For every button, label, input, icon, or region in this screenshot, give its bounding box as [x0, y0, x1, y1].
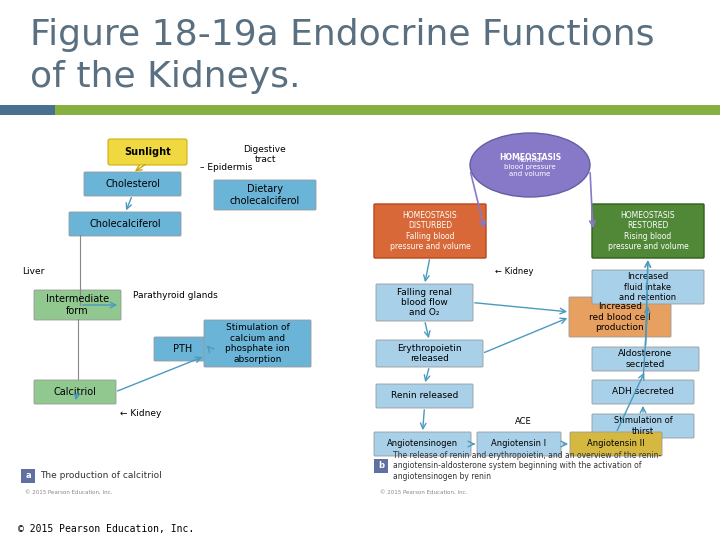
- Bar: [55, 105, 720, 115]
- Text: – Epidermis: – Epidermis: [200, 164, 253, 172]
- Text: PTH: PTH: [173, 344, 192, 354]
- Text: Aldosterone
secreted: Aldosterone secreted: [618, 349, 672, 369]
- Text: Angiotensin I: Angiotensin I: [492, 440, 546, 449]
- FancyBboxPatch shape: [154, 337, 211, 361]
- Text: ACE: ACE: [515, 416, 531, 426]
- FancyBboxPatch shape: [34, 380, 116, 404]
- Text: Angiotensinogen: Angiotensinogen: [387, 440, 458, 449]
- Bar: [0, 105, 55, 115]
- Text: Intermediate
form: Intermediate form: [46, 294, 109, 316]
- Text: © 2015 Pearson Education, Inc.: © 2015 Pearson Education, Inc.: [25, 489, 112, 495]
- FancyBboxPatch shape: [374, 204, 486, 258]
- Ellipse shape: [470, 133, 590, 197]
- Text: Normal
blood pressure
and volume: Normal blood pressure and volume: [504, 157, 556, 177]
- FancyBboxPatch shape: [592, 414, 694, 438]
- Text: HOMEOSTASIS: HOMEOSTASIS: [499, 152, 561, 161]
- Text: The production of calcitriol: The production of calcitriol: [40, 471, 162, 481]
- Text: © 2015 Pearson Education, Inc.: © 2015 Pearson Education, Inc.: [380, 489, 467, 495]
- FancyBboxPatch shape: [374, 432, 471, 456]
- Text: Stimulation of
thirst: Stimulation of thirst: [613, 416, 672, 436]
- Bar: [15, 123, 705, 510]
- FancyBboxPatch shape: [34, 290, 121, 320]
- Text: Calcitriol: Calcitriol: [53, 387, 96, 397]
- FancyBboxPatch shape: [376, 384, 473, 408]
- Text: of the Kidneys.: of the Kidneys.: [30, 60, 300, 94]
- Text: Stimulation of
calcium and
phosphate ion
absorption: Stimulation of calcium and phosphate ion…: [225, 323, 290, 363]
- FancyBboxPatch shape: [84, 172, 181, 196]
- FancyBboxPatch shape: [477, 432, 561, 456]
- Text: ← Kidney: ← Kidney: [495, 267, 534, 275]
- FancyBboxPatch shape: [592, 380, 694, 404]
- Text: Cholecalciferol: Cholecalciferol: [89, 219, 161, 229]
- Text: © 2015 Pearson Education, Inc.: © 2015 Pearson Education, Inc.: [18, 524, 194, 534]
- Text: Sunlight: Sunlight: [124, 147, 171, 157]
- FancyBboxPatch shape: [592, 347, 699, 371]
- Text: Liver: Liver: [22, 267, 45, 275]
- FancyBboxPatch shape: [204, 320, 311, 367]
- Text: Cholesterol: Cholesterol: [105, 179, 160, 189]
- Text: HOMEOSTASIS
DISTURBED
Falling blood
pressure and volume: HOMEOSTASIS DISTURBED Falling blood pres…: [390, 211, 470, 251]
- FancyBboxPatch shape: [214, 180, 316, 210]
- Text: Digestive
tract: Digestive tract: [243, 145, 287, 164]
- FancyBboxPatch shape: [376, 340, 483, 367]
- FancyBboxPatch shape: [569, 297, 671, 337]
- FancyBboxPatch shape: [21, 469, 35, 483]
- Text: ← Kidney: ← Kidney: [120, 408, 161, 417]
- FancyBboxPatch shape: [570, 432, 662, 456]
- FancyBboxPatch shape: [374, 459, 388, 473]
- FancyBboxPatch shape: [592, 270, 704, 304]
- FancyBboxPatch shape: [592, 204, 704, 258]
- Text: a: a: [25, 471, 31, 481]
- Text: ADH secreted: ADH secreted: [612, 388, 674, 396]
- Text: Figure 18-19a Endocrine Functions: Figure 18-19a Endocrine Functions: [30, 18, 654, 52]
- FancyBboxPatch shape: [69, 212, 181, 236]
- Text: The release of renin and erythropoietin, and an overview of the renin-
angiotens: The release of renin and erythropoietin,…: [393, 451, 661, 481]
- Text: Angiotensin II: Angiotensin II: [588, 440, 645, 449]
- Text: Renin released: Renin released: [391, 392, 458, 401]
- Text: HOMEOSTASIS
RESTORED
Rising blood
pressure and volume: HOMEOSTASIS RESTORED Rising blood pressu…: [608, 211, 688, 251]
- Text: Dietary
cholecalciferol: Dietary cholecalciferol: [230, 184, 300, 206]
- FancyBboxPatch shape: [376, 284, 473, 321]
- FancyBboxPatch shape: [108, 139, 187, 165]
- Text: Falling renal
blood flow
and O₂: Falling renal blood flow and O₂: [397, 288, 452, 318]
- Text: Increased
red blood cell
production: Increased red blood cell production: [589, 302, 651, 332]
- Text: Parathyroid glands: Parathyroid glands: [132, 291, 217, 300]
- Text: Erythropoietin
released: Erythropoietin released: [397, 344, 462, 363]
- Text: Increased
fluid intake
and retention: Increased fluid intake and retention: [619, 272, 677, 302]
- Text: b: b: [378, 462, 384, 470]
